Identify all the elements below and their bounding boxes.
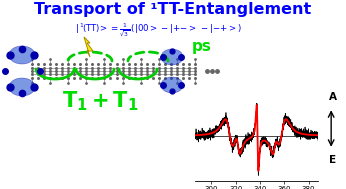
Text: $\mathbf{T_1 + T_1}$: $\mathbf{T_1 + T_1}$ — [62, 89, 138, 113]
Text: ps: ps — [192, 39, 212, 53]
Text: Transport of ¹TT-Entanglement: Transport of ¹TT-Entanglement — [34, 2, 312, 17]
Ellipse shape — [9, 78, 35, 96]
Text: E: E — [329, 155, 336, 165]
Ellipse shape — [161, 77, 183, 93]
Ellipse shape — [161, 49, 183, 65]
Ellipse shape — [9, 46, 35, 64]
Polygon shape — [84, 37, 93, 57]
Text: A: A — [328, 92, 337, 102]
Text: $|\,^1\!(\mathrm{TT})\!>= \frac{1}{\sqrt{3}}\,(|00>-|{+{-}}>\,-|{-{+}}>)$: $|\,^1\!(\mathrm{TT})\!>= \frac{1}{\sqrt… — [75, 22, 241, 40]
